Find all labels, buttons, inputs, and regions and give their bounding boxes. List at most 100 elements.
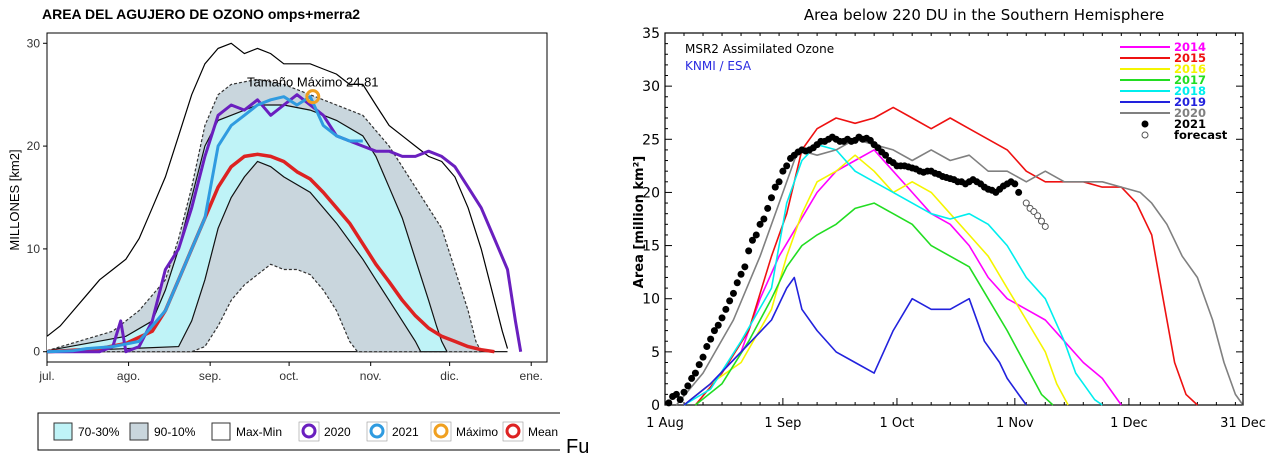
y-tick-label: 30 — [642, 79, 660, 95]
legend-swatch-mean — [505, 423, 521, 439]
right-y-axis-label: Area [million km²] — [632, 156, 647, 288]
dot-2021 — [733, 279, 741, 287]
y-tick-label: 0 — [651, 398, 660, 414]
dot-2021 — [775, 178, 783, 186]
legend-swatch-2021 — [369, 423, 385, 439]
left-chart: AREA DEL AGUJERO DE OZONO omps+merra2 MI… — [7, 6, 560, 451]
legend-label-2019: 2019 — [1174, 95, 1206, 109]
legend-label-2020: 2020 — [324, 425, 351, 439]
dot-2021 — [710, 327, 718, 335]
x-tick-label: jul. — [38, 369, 54, 383]
dot-forecast — [1030, 208, 1038, 216]
x-tick-label: oct. — [279, 369, 298, 383]
legend-label-2017: 2017 — [1174, 73, 1206, 87]
legend-label-2021: 2021 — [1174, 117, 1206, 131]
dot-2021 — [665, 399, 673, 407]
y-tick-label: 20 — [27, 139, 41, 153]
x-tick-label: 1 Dec — [1110, 416, 1148, 431]
y-tick-label: 30 — [27, 36, 41, 50]
legend-swatch-m-ximo — [433, 423, 449, 439]
band-70-30-upper — [46, 104, 448, 352]
annotation-msr2: MSR2 Assimilated Ozone — [685, 42, 834, 56]
dot-2021 — [767, 194, 775, 202]
y-tick-label: 20 — [642, 185, 660, 201]
left-plot-area: Tamaño Máximo 24.81 jul. ago. sep. oct. nov. d… — [27, 32, 548, 383]
annotation-knmi: KNMI / ESA — [685, 59, 752, 73]
right-chart-title: Area below 220 DU in the Southern Hemisp… — [804, 6, 1164, 24]
legend-label-2018: 2018 — [1174, 84, 1206, 98]
legend-swatch-max-min — [211, 422, 231, 441]
y-tick-label: 5 — [651, 345, 660, 361]
y-tick-label: 0 — [33, 345, 40, 359]
dot-2021 — [688, 374, 696, 382]
legend-label-90-10: 90-10% — [154, 425, 196, 439]
band-max-min-upper — [46, 42, 509, 349]
legend-label-max-min: Max-Min — [236, 425, 282, 439]
left-chart-title: AREA DEL AGUJERO DE OZONO omps+merra2 — [42, 6, 360, 22]
legend-swatch-2020 — [301, 423, 317, 439]
x-tick-label: 1 Sep — [764, 416, 801, 431]
dot-2021 — [714, 321, 722, 329]
dot-2021 — [684, 382, 692, 390]
dot-2021 — [783, 162, 791, 170]
x-tick-label: 31 Dec — [1220, 416, 1266, 431]
dot-2021 — [760, 215, 768, 223]
legend-label-2016: 2016 — [1174, 62, 1206, 76]
y-tick-label: 35 — [642, 26, 660, 42]
legend-swatch-70-30 — [53, 422, 73, 441]
dot-2021 — [779, 167, 787, 175]
dot-forecast — [1034, 212, 1042, 220]
dot-2021 — [1011, 180, 1019, 188]
legend-label-mean: Mean — [528, 425, 558, 439]
x-tick-label: nov. — [360, 369, 382, 383]
dot-2021 — [726, 297, 734, 305]
dot-2021 — [691, 369, 699, 377]
series-2019 — [683, 276, 1027, 406]
stray-text: Fu — [566, 436, 590, 458]
dot-2021 — [676, 396, 684, 404]
dot-2021 — [745, 247, 753, 255]
dot-2021 — [882, 151, 890, 159]
series-2021 — [46, 95, 363, 354]
legend-label-m-ximo: Máximo — [456, 425, 498, 439]
dot-forecast — [1022, 199, 1030, 207]
dot-2021 — [771, 183, 779, 191]
x-tick-label: 1 Aug — [646, 416, 684, 431]
y-tick-label: 10 — [27, 242, 41, 256]
legend-label-2015: 2015 — [1174, 51, 1206, 65]
series-2017 — [694, 202, 1054, 406]
legend-label-2014: 2014 — [1174, 40, 1206, 54]
band-90-10 — [47, 79, 482, 352]
dot-2021 — [752, 231, 760, 239]
right-chart: Area below 220 DU in the Southern Hemisp… — [632, 6, 1266, 431]
x-tick-label: ene. — [520, 369, 543, 383]
dot-forecast — [1037, 217, 1045, 225]
legend-label-70-30: 70-30% — [78, 425, 120, 439]
x-tick-label: dic. — [440, 369, 459, 383]
x-tick-label: ago. — [117, 369, 140, 383]
x-tick-label: 1 Nov — [996, 416, 1034, 431]
x-tick-label: 1 Oct — [880, 416, 915, 431]
left-y-axis-label: MILLONES [km2] — [7, 149, 22, 250]
dot-2021 — [741, 263, 749, 271]
legend-label-2020: 2020 — [1174, 106, 1206, 120]
dot-2021 — [1015, 188, 1023, 196]
dot-2021 — [756, 220, 764, 228]
legend-label-forecast: forecast — [1174, 128, 1228, 142]
dot-2021 — [672, 390, 680, 398]
band-90-10-lower — [47, 263, 482, 353]
series-2015 — [694, 106, 1198, 406]
band-90-10-upper — [46, 78, 482, 352]
marker-m-ximo — [305, 89, 321, 105]
dot-2021 — [737, 270, 745, 278]
left-legend: 70-30% 90-10% Max-Min 2020 2021 Máximo Mean — [37, 412, 560, 451]
x-tick-label: sep. — [199, 369, 222, 383]
y-tick-label: 10 — [642, 292, 660, 308]
dot-2021 — [722, 305, 730, 313]
dot-forecast — [1041, 222, 1049, 230]
legend-swatch-90-10 — [129, 422, 149, 441]
legend-label-2021: 2021 — [392, 425, 419, 439]
dot-2021 — [764, 204, 772, 212]
dot-2021 — [707, 335, 715, 343]
y-tick-label: 15 — [642, 239, 660, 255]
